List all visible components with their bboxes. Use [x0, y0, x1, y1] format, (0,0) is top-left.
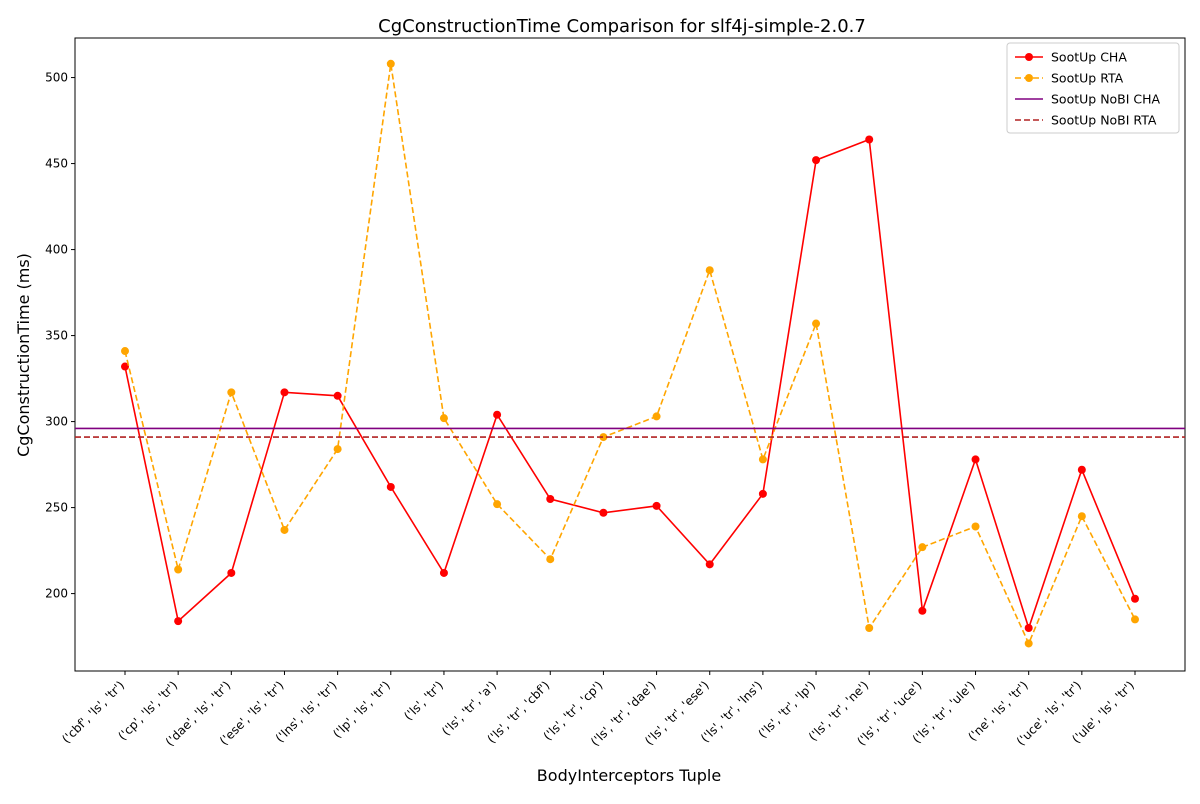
- y-tick-label: 250: [45, 501, 68, 515]
- plot-frame: [74, 37, 1186, 672]
- x-axis-label: BodyInterceptors Tuple: [537, 766, 721, 785]
- data-point-series-2: [121, 347, 129, 356]
- data-point-series-2: [333, 445, 342, 454]
- data-point-series-1: [1024, 623, 1033, 632]
- series-line-2: [124, 63, 1136, 646]
- data-point-series-2: [599, 433, 608, 442]
- data-point-series-1: [865, 135, 874, 144]
- data-point-series-1: [918, 606, 927, 615]
- data-point-series-1: [333, 391, 342, 400]
- y-tick-label: 500: [45, 71, 68, 85]
- data-point-series-2: [705, 266, 714, 275]
- data-point-series-2: [652, 412, 661, 421]
- legend-label-4: SootUp NoBI RTA: [1051, 113, 1157, 128]
- data-point-series-1: [439, 568, 448, 577]
- legend-label-3: SootUp NoBI CHA: [1051, 92, 1161, 107]
- data-point-series-1: [1131, 594, 1139, 603]
- data-point-series-1: [174, 617, 183, 626]
- data-point-series-2: [280, 525, 289, 534]
- x-tick-label: ('ls', 'tr'): [401, 678, 446, 723]
- data-point-series-1: [971, 455, 980, 464]
- data-point-series-2: [1131, 615, 1139, 624]
- data-point-series-1: [599, 508, 608, 517]
- data-point-series-1: [705, 560, 714, 569]
- y-tick-label: 200: [45, 587, 68, 601]
- legend: SootUp CHA SootUp RTA SootUp NoBI CHA SootU…: [1006, 42, 1180, 134]
- legend-label-1: SootUp CHA: [1051, 50, 1127, 65]
- y-tick-label: 350: [45, 329, 68, 343]
- data-point-series-1: [546, 494, 555, 503]
- data-point-series-1: [493, 410, 502, 419]
- legend-label-2: SootUp RTA: [1051, 71, 1124, 86]
- data-point-series-2: [1024, 639, 1033, 648]
- data-point-series-2: [174, 565, 183, 574]
- legend-marker-2: [1025, 74, 1033, 82]
- legend-marker-1: [1025, 53, 1033, 61]
- y-tick-label: 300: [45, 415, 68, 429]
- data-point-series-1: [1077, 465, 1086, 474]
- y-tick-label: 400: [45, 243, 68, 257]
- data-point-series-1: [121, 362, 129, 371]
- x-tick-label: ('lp', 'ls', 'tr'): [330, 678, 393, 741]
- data-point-series-1: [812, 156, 821, 165]
- data-point-series-1: [227, 568, 236, 577]
- data-point-series-1: [652, 501, 661, 510]
- data-point-series-2: [918, 543, 927, 552]
- y-axis-label: CgConstructionTime (ms): [14, 253, 33, 457]
- data-point-series-1: [758, 489, 767, 498]
- data-point-series-2: [865, 623, 874, 632]
- y-tick-label: 450: [45, 157, 68, 171]
- data-point-series-2: [439, 414, 448, 423]
- data-point-series-2: [386, 59, 395, 68]
- data-point-series-2: [971, 522, 980, 531]
- data-point-series-2: [546, 555, 555, 564]
- data-point-series-2: [493, 500, 502, 509]
- data-point-series-2: [758, 455, 767, 464]
- data-point-series-2: [1077, 512, 1086, 521]
- data-point-series-2: [812, 319, 821, 328]
- chart-title: CgConstructionTime Comparison for slf4j-…: [378, 16, 866, 37]
- data-point-series-1: [386, 482, 395, 491]
- data-point-series-1: [280, 388, 289, 397]
- series-line-1: [124, 138, 1136, 631]
- data-point-series-2: [227, 388, 236, 397]
- legend-box: [1006, 42, 1180, 134]
